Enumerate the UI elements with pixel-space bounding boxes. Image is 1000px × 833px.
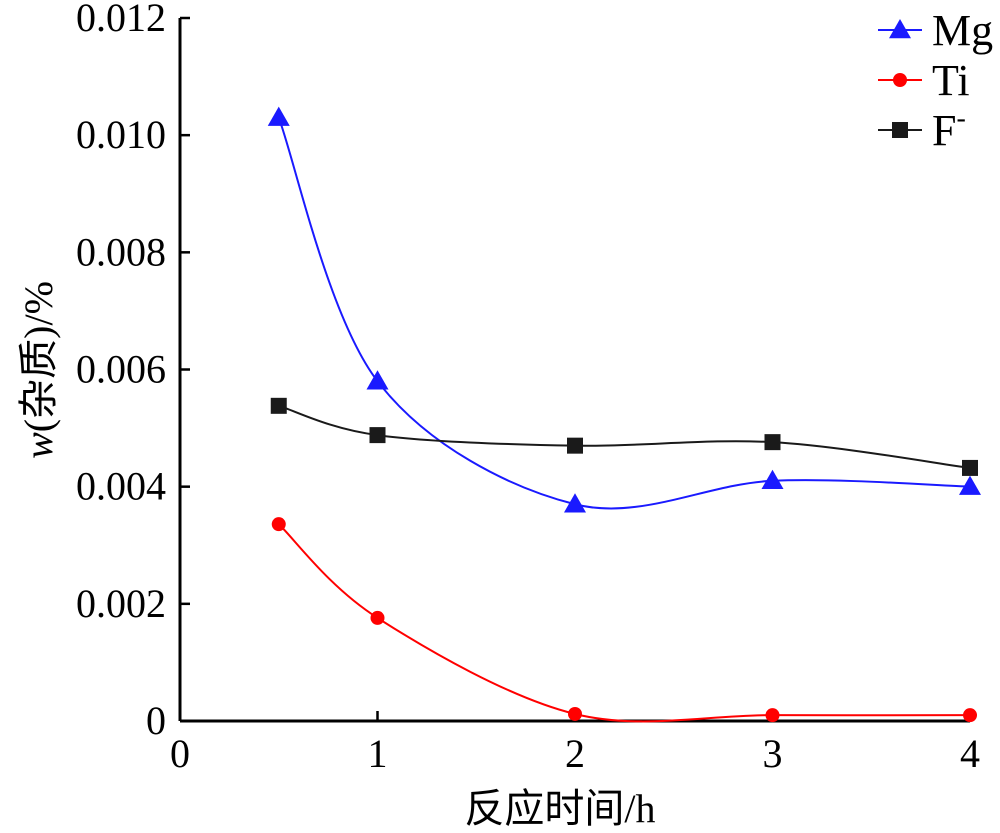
- data-point-0-3: [761, 469, 784, 490]
- y-tick-label-5: 0.010: [76, 112, 166, 157]
- data-point-0-0: [267, 106, 290, 126]
- data-point-0-4: [959, 475, 981, 495]
- data-point-2-3: [764, 434, 781, 451]
- legend-marker-0: [889, 19, 911, 39]
- legend-item-2: F-: [878, 103, 966, 155]
- y-ticks: 0 0.002 0.004 0.006 0.008 0.010 0.012: [76, 0, 190, 743]
- x-tick-label-1: 1: [368, 731, 388, 776]
- series-1: [271, 517, 977, 723]
- legend-label-0: Mg: [932, 6, 993, 55]
- x-tick-label-3: 3: [763, 731, 783, 776]
- x-tick-label-0: 0: [170, 731, 190, 776]
- legend-item-1: Ti: [878, 56, 970, 105]
- data-point-2-1: [369, 427, 386, 444]
- x-tick-label-4: 4: [960, 731, 980, 776]
- x-axis-title: 反应时间/h: [464, 786, 655, 831]
- series-2: [270, 397, 978, 476]
- x-tick-label-2: 2: [565, 731, 585, 776]
- legend-marker-2: [892, 122, 908, 138]
- data-point-0-2: [564, 493, 586, 513]
- x-ticks: 0 1 2 3 4: [170, 711, 980, 776]
- legend-label-2: F-: [932, 103, 966, 155]
- y-tick-label-4: 0.008: [76, 229, 166, 274]
- series-line-0: [277, 117, 971, 510]
- data-point-1-0: [271, 517, 286, 532]
- y-tick-label-0: 0: [146, 698, 166, 743]
- series-layer: [267, 106, 981, 723]
- y-tick-label-3: 0.006: [76, 347, 166, 392]
- data-point-1-1: [370, 610, 385, 625]
- legend-item-0: Mg: [878, 6, 993, 55]
- y-tick-label-6: 0.012: [76, 0, 166, 40]
- y-tick-label-2: 0.004: [76, 464, 166, 509]
- legend-marker-1: [893, 73, 907, 87]
- y-tick-label-1: 0.002: [76, 581, 166, 626]
- data-point-1-3: [765, 708, 780, 723]
- data-point-2-2: [567, 437, 583, 454]
- data-point-1-2: [568, 706, 582, 721]
- data-point-0-1: [366, 370, 389, 390]
- y-axis-title-symbol: w: [16, 432, 61, 459]
- data-point-1-4: [963, 708, 977, 723]
- axes: [178, 18, 970, 723]
- legend-label-1: Ti: [932, 56, 970, 105]
- data-point-2-0: [270, 397, 287, 414]
- y-axis-title-rest: (杂质)/%: [16, 281, 61, 432]
- y-axis-title: w(杂质)/%: [16, 281, 61, 459]
- series-line-2: [278, 404, 971, 469]
- data-point-2-4: [962, 459, 978, 476]
- series-0: [267, 106, 981, 513]
